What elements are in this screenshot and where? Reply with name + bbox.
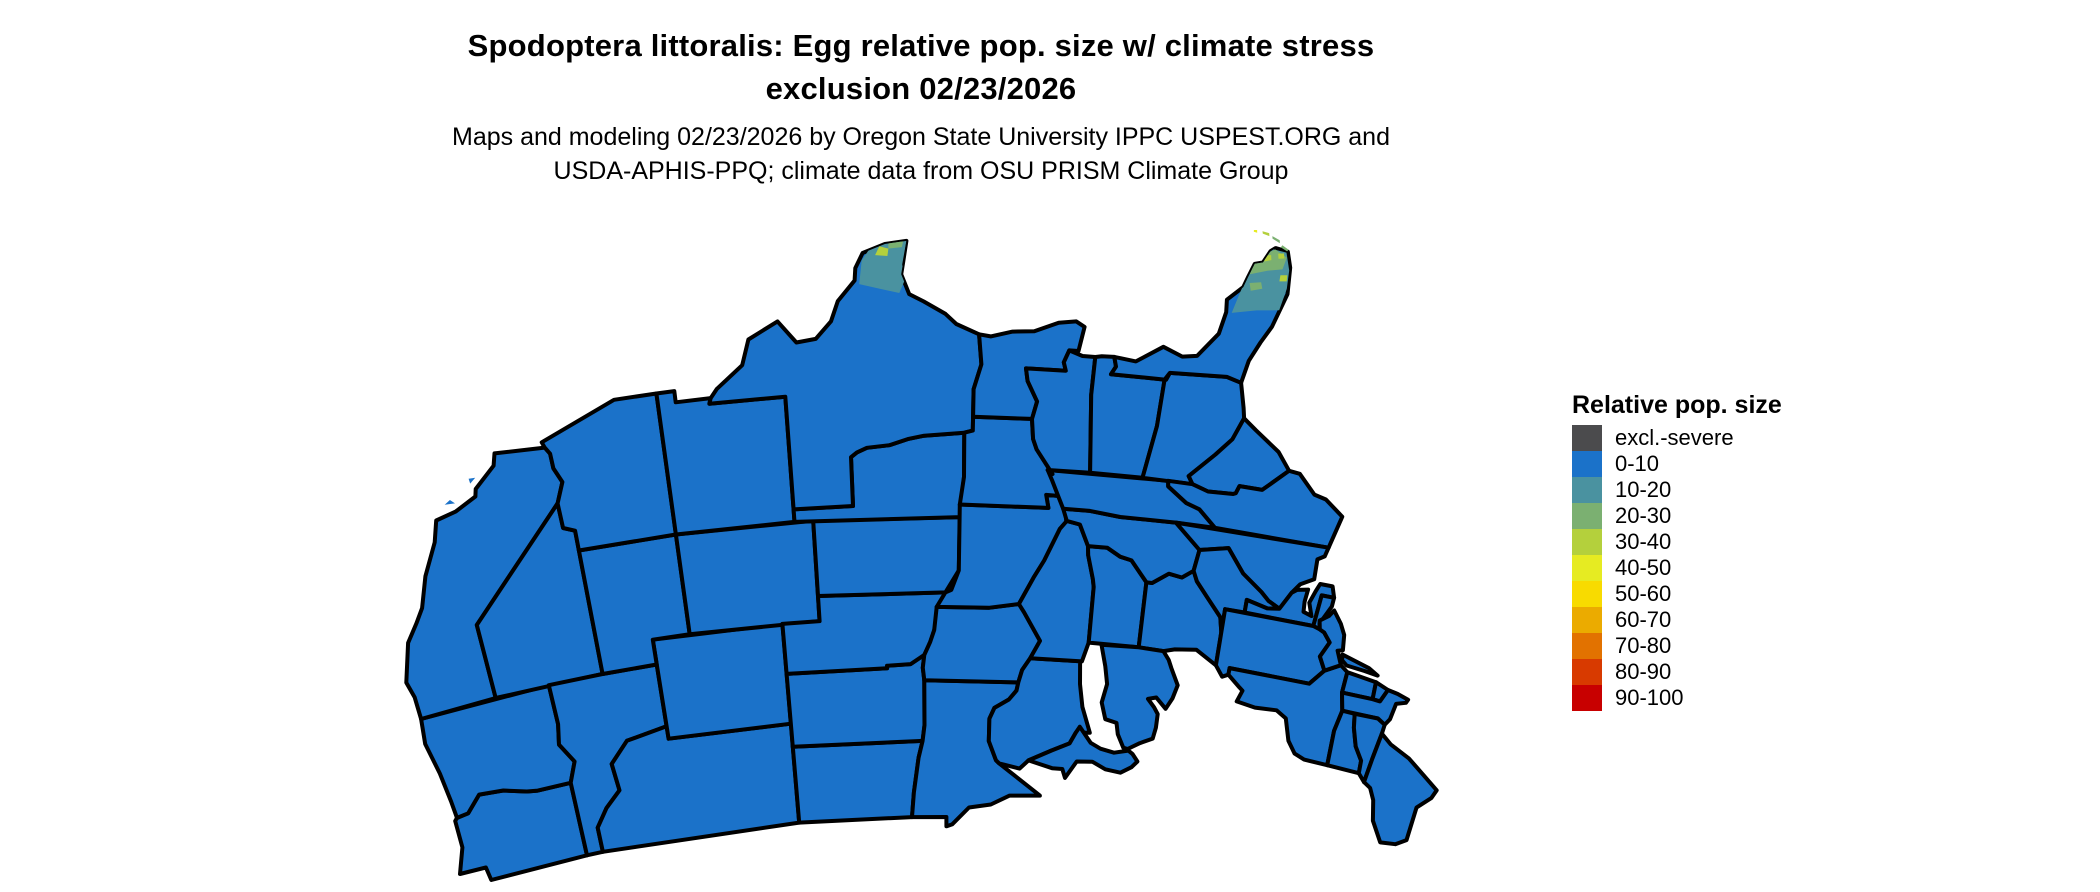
legend-swatch (1572, 685, 1602, 711)
legend-label: excl.-severe (1615, 425, 1734, 450)
risk-patch-20-30 (1272, 236, 1280, 244)
state-me (1362, 731, 1439, 847)
state-co (673, 518, 822, 637)
legend-item-70-80: 70-80 (1572, 633, 1782, 659)
legend-label: 40-50 (1615, 555, 1672, 580)
legend-swatch (1572, 503, 1602, 529)
legend-item-80-90: 80-90 (1572, 659, 1782, 685)
state-az (539, 391, 678, 553)
legend-label: 50-60 (1615, 581, 1672, 606)
legend-item-30-40: 30-40 (1572, 529, 1782, 555)
legend-label: 30-40 (1615, 529, 1672, 554)
legend-swatch (1572, 555, 1602, 581)
state-wi (986, 656, 1092, 771)
legend-label: 90-100 (1615, 685, 1684, 710)
legend-label: 20-30 (1615, 503, 1672, 528)
state-nc (1166, 468, 1345, 550)
state-nd (790, 738, 925, 825)
risk-patch-20-30 (1249, 249, 1287, 275)
legend-label: 80-90 (1615, 659, 1672, 684)
legend-swatch (1572, 659, 1602, 685)
risk-patch-30-40 (875, 246, 889, 256)
legend-label: 0-10 (1615, 451, 1660, 476)
state-li (1340, 652, 1380, 678)
legend-label: 60-70 (1615, 607, 1672, 632)
map-legend: Relative pop. size excl.-severe 0-10 10-20… (1572, 391, 1782, 711)
legend-item-0-10: 0-10 (1572, 451, 1782, 477)
state-tx (707, 238, 984, 512)
legend-item-10-20: 10-20 (1572, 477, 1782, 503)
legend-swatch (1572, 425, 1602, 451)
state-miu (1026, 724, 1140, 780)
legend-item-50-60: 50-60 (1572, 581, 1782, 607)
state-wy (650, 621, 793, 741)
state-nj (1317, 608, 1347, 673)
legend-item-excl.-severe: excl.-severe (1572, 425, 1782, 451)
legend-item-20-30: 20-30 (1572, 503, 1782, 529)
subtitle-line-1: Maps and modeling 02/23/2026 by Oregon S… (452, 123, 1390, 151)
legend-title: Relative pop. size (1572, 391, 1782, 419)
legend-label: 10-20 (1615, 477, 1672, 502)
subtitle-line-2: USDA-APHIS-PPQ; climate data from OSU PR… (553, 157, 1289, 185)
risk-patch-20-30 (1280, 245, 1289, 252)
figure-subtitle: Maps and modeling 02/23/2026 by Oregon S… (452, 120, 1390, 188)
figure-header: Spodoptera littoralis: Egg relative pop.… (452, 24, 1390, 188)
state-ks (811, 515, 962, 598)
title-line-2: exclusion 02/23/2026 (765, 71, 1077, 106)
legend-swatch (1572, 529, 1602, 555)
figure-title: Spodoptera littoralis: Egg relative pop.… (452, 24, 1390, 110)
legend-label: 70-80 (1615, 633, 1672, 658)
legend-swatch (1572, 633, 1602, 659)
legend-item-40-50: 40-50 (1572, 555, 1782, 581)
state-nm (654, 389, 797, 537)
legend-swatch (1572, 581, 1602, 607)
legend-swatch (1572, 607, 1602, 633)
risk-patch-10-20 (859, 240, 907, 293)
title-line-1: Spodoptera littoralis: Egg relative pop.… (467, 28, 1375, 63)
legend-swatch (1572, 451, 1602, 477)
risk-patch-30-40 (1279, 275, 1288, 282)
island-patch (468, 477, 476, 484)
risk-patch-40-50 (1253, 230, 1258, 233)
legend-swatch (1572, 477, 1602, 503)
risk-patch-20-30 (1249, 282, 1263, 291)
legend-item-90-100: 90-100 (1572, 685, 1782, 711)
island-patch (444, 500, 455, 505)
risk-patch-30-40 (1278, 253, 1285, 259)
risk-patch-30-40 (1262, 231, 1270, 237)
legend-item-60-70: 60-70 (1572, 607, 1782, 633)
state-mil (1099, 642, 1180, 751)
state-mt (595, 721, 802, 854)
legend-items: excl.-severe 0-10 10-20 20-30 30-40 40-50 50-6… (1572, 425, 1782, 711)
